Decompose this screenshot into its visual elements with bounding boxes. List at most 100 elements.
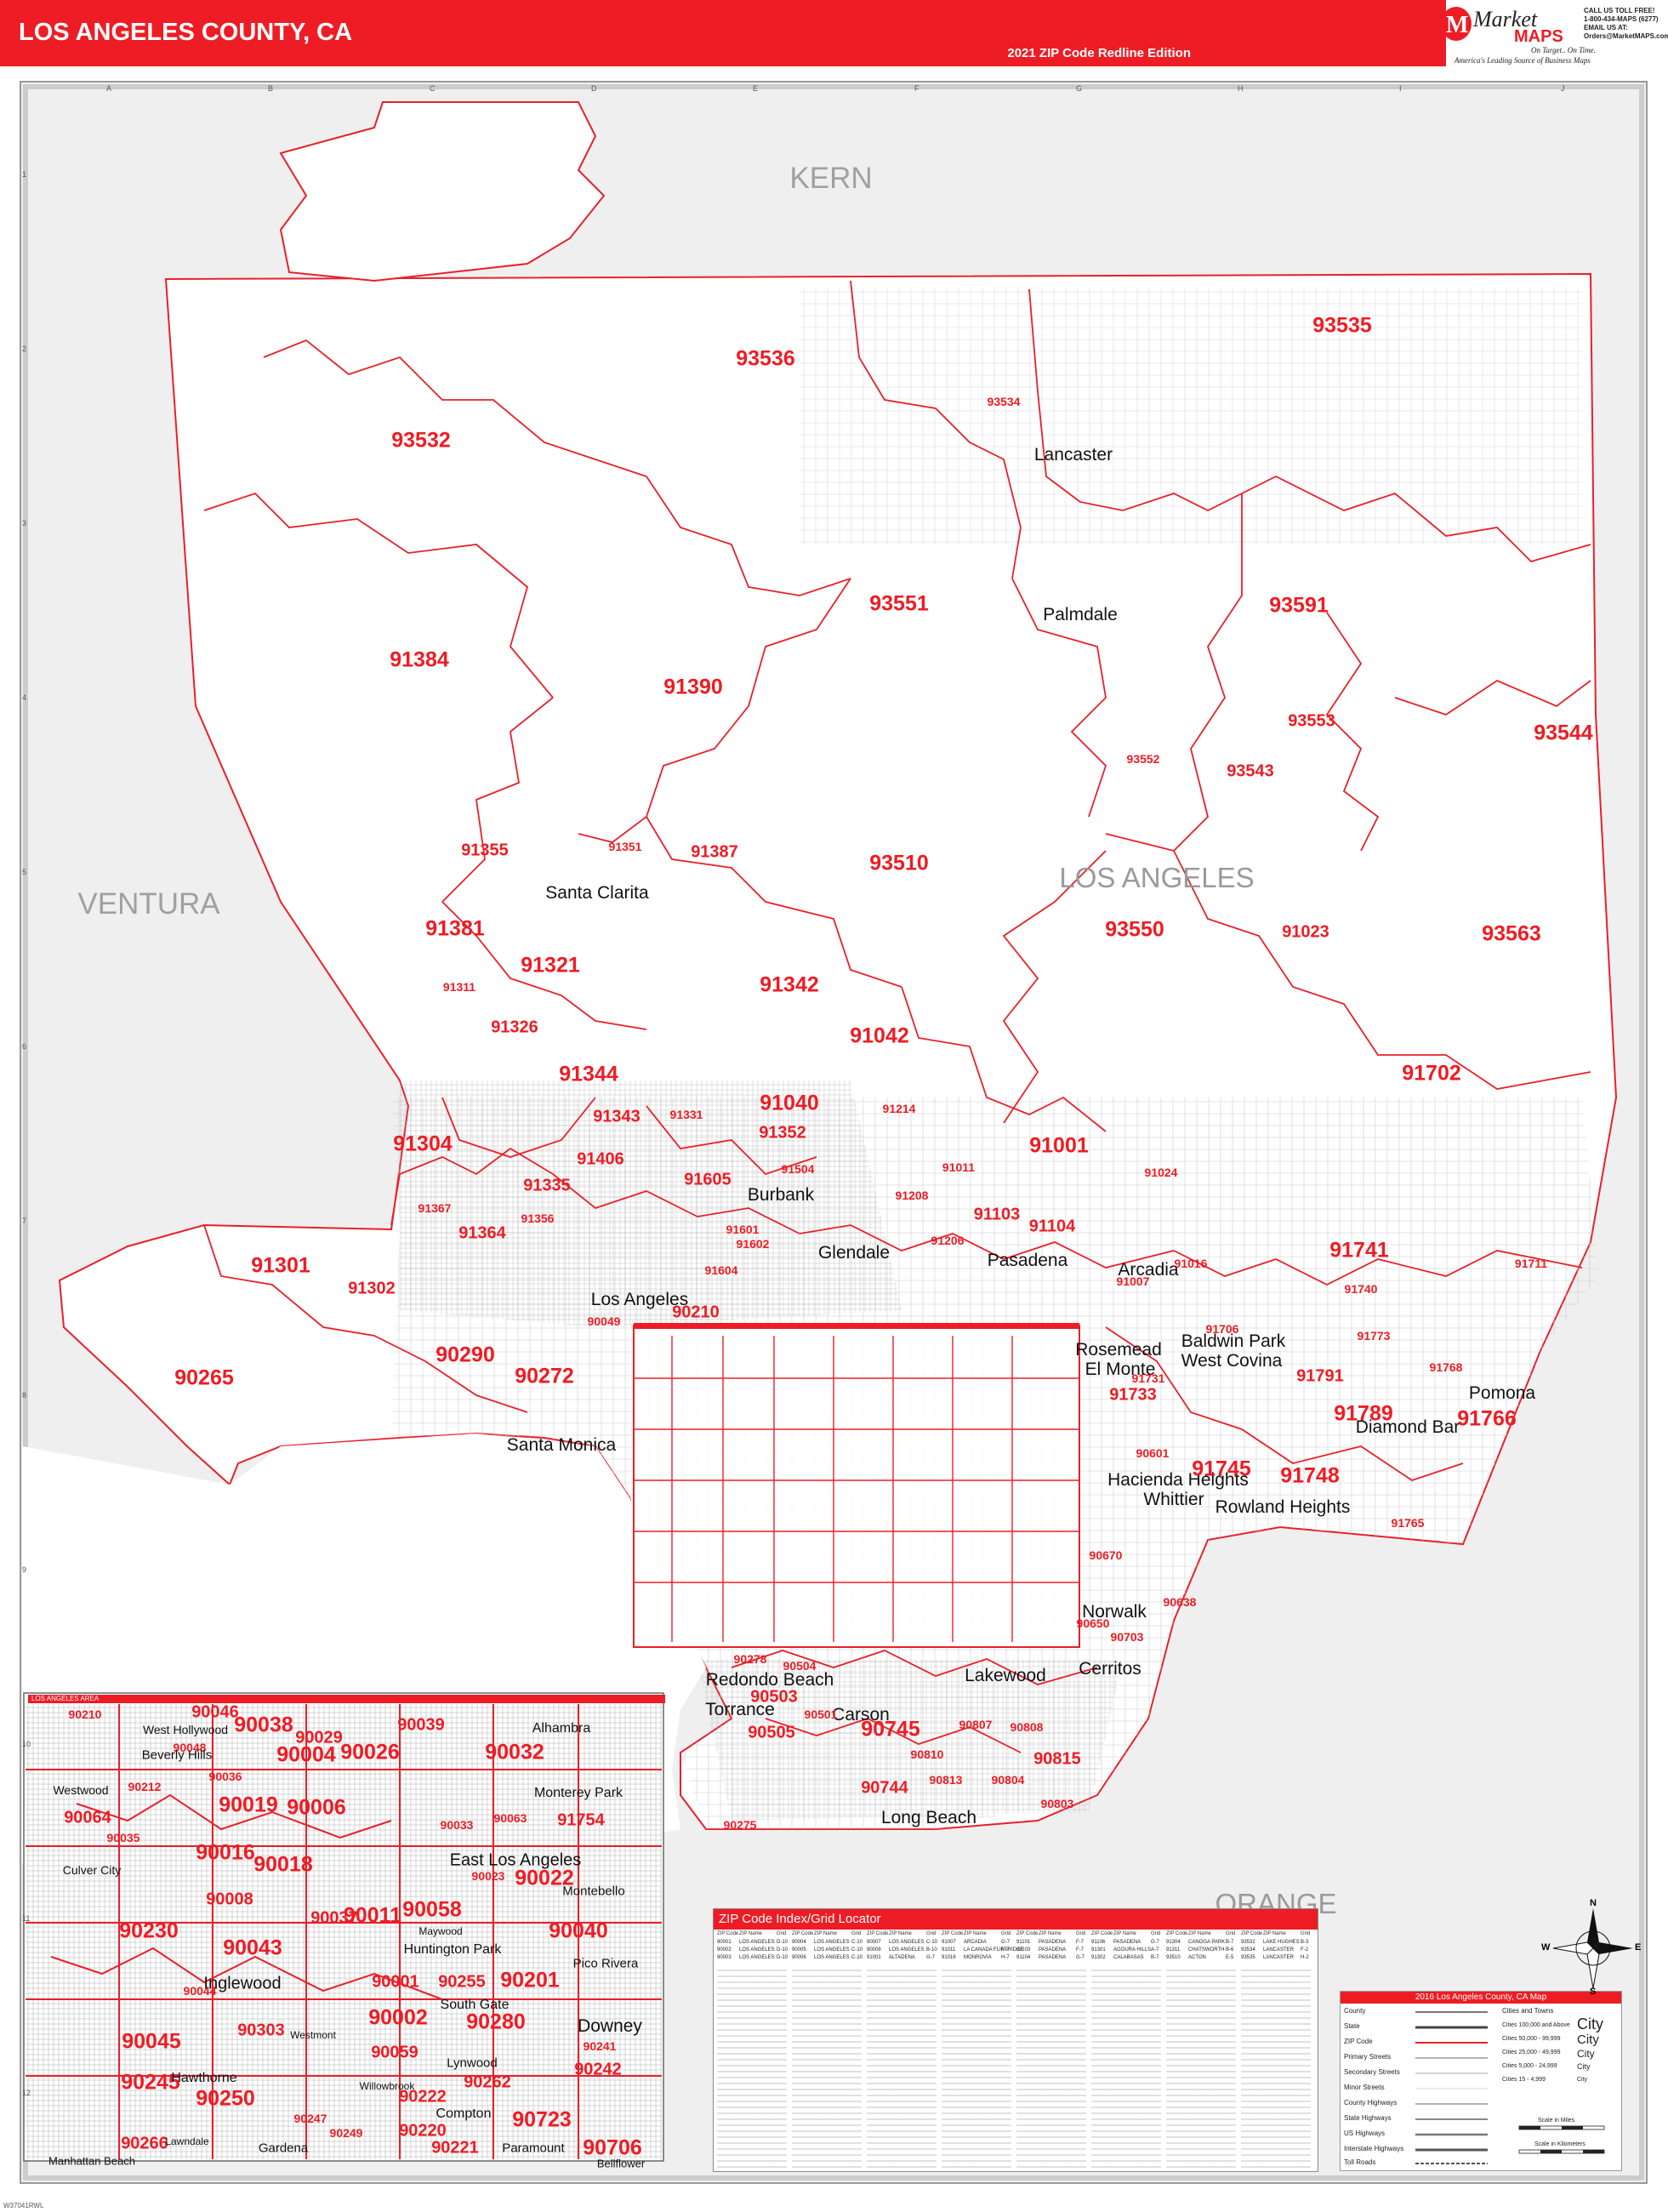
index-cell: C-10 [851, 1947, 863, 1953]
grid-column-label: C [430, 84, 436, 93]
zip-label: 91355 [461, 841, 509, 860]
inset-zip-label: 90032 [485, 1740, 544, 1764]
legend-item: Toll Roads [1344, 2158, 1376, 2166]
city-label: West Covina [1181, 1351, 1283, 1371]
zip-label: 91504 [781, 1162, 815, 1176]
inset-zip-label: 90255 [438, 1972, 486, 1992]
index-cell: 91304 [1166, 1940, 1181, 1945]
grid-row-label: 4 [22, 693, 27, 702]
logo-subtagline: America's Leading Source of Business Map… [1455, 56, 1591, 65]
zip-label: 93534 [987, 395, 1021, 408]
zip-label: 91601 [726, 1223, 760, 1236]
index-column-header: ZIP Name [1263, 1931, 1286, 1936]
city-label: Arcadia [1118, 1260, 1179, 1280]
index-column-header: ZIP Name [964, 1931, 987, 1936]
zip-label: 91016 [1174, 1257, 1208, 1270]
zip-label: 90745 [861, 1717, 920, 1742]
zip-label: 91733 [1109, 1385, 1157, 1405]
zip-label: 90703 [1110, 1630, 1144, 1644]
product-code: W37041RWL [3, 2202, 44, 2209]
index-cell: G-7 [926, 1955, 936, 1960]
zip-label: 90504 [783, 1659, 817, 1673]
legend-city-class: Cities 25,000 - 49,999 [1502, 2050, 1561, 2055]
legend-city-sample: City [1577, 2077, 1588, 2083]
city-label: Rowland Heights [1215, 1497, 1351, 1517]
inset-city-label: Lynwood [447, 2055, 498, 2071]
index-cell: E-5 [1226, 1955, 1234, 1960]
index-cell: B-6 [1226, 1947, 1234, 1953]
zip-label: 90813 [929, 1773, 963, 1787]
index-cell: G-7 [1076, 1955, 1085, 1960]
index-cell: D-10 [777, 1947, 788, 1953]
zip-label: 90670 [1089, 1548, 1123, 1562]
zip-label: 93563 [1482, 921, 1541, 946]
city-label: Rosemead [1075, 1340, 1162, 1360]
index-column-header: ZIP Code [1016, 1931, 1039, 1936]
grid-row-label: 3 [22, 519, 27, 527]
inset-zip-label: 90008 [206, 1890, 253, 1909]
zip-label: 91311 [442, 980, 476, 994]
grid-row-label: 5 [22, 868, 27, 876]
zip-label: 91343 [593, 1107, 640, 1126]
index-cell: 90006 [792, 1955, 806, 1960]
page-title: LOS ANGELES COUNTY, CA [19, 19, 353, 46]
inset-zip-label: 90245 [121, 2070, 180, 2095]
zip-label: 93532 [391, 428, 451, 453]
inset-zip-label: 90036 [208, 1770, 242, 1783]
index-cell: D-10 [777, 1955, 788, 1960]
index-cell: F-7 [1001, 1947, 1009, 1953]
inset-zip-label: 90004 [276, 1742, 336, 1767]
inset-zip-label: 90221 [431, 2138, 479, 2158]
index-cell: 93534 [1241, 1947, 1255, 1953]
city-label: Diamond Bar [1355, 1417, 1460, 1437]
zip-label: 91007 [1116, 1274, 1150, 1288]
zip-label: 91605 [684, 1170, 732, 1189]
contact-line: EMAIL US AT: [1584, 24, 1628, 31]
city-label: Santa Monica [506, 1435, 617, 1455]
legend-city-class: Cities 15 - 4,999 [1502, 2077, 1546, 2083]
grid-row-label: 11 [22, 1914, 31, 1923]
zip-label: 91342 [760, 972, 819, 997]
legend-title: 2016 Los Angeles County, CA Map [1341, 1992, 1621, 2004]
legend-scale-km: Scale in Kilometers [1534, 2141, 1585, 2147]
inset-city-label: Pico Rivera [572, 1956, 639, 1971]
grid-row-label: 6 [22, 1042, 27, 1051]
zip-label: 91367 [418, 1201, 452, 1215]
logo-tagline: On Target.. On Time. [1531, 46, 1596, 54]
zip-label: 91356 [521, 1211, 555, 1225]
zip-label: 91604 [704, 1263, 738, 1277]
zip-label: 91208 [895, 1189, 929, 1202]
index-cell: LOS ANGELES [814, 1940, 850, 1945]
legend-city-class: Cities 50,000 - 99,999 [1502, 2036, 1561, 2042]
inset-zip-label: 90001 [372, 1972, 419, 1992]
index-column-header: Grid [851, 1931, 862, 1936]
zip-index-table: ZIP Code ZIP Name Grid 90001 LOS ANGELES D-10… [714, 1930, 1318, 2171]
grid-row-label: 1 [22, 170, 27, 179]
zip-label: 93510 [869, 851, 929, 875]
city-label: Hacienda Heights [1107, 1470, 1249, 1490]
city-label: Cerritos [1079, 1659, 1141, 1679]
zip-label: 91789 [1334, 1401, 1393, 1426]
zip-label: 93553 [1288, 711, 1335, 731]
index-table-filler [792, 1965, 862, 2168]
county-label-ventura: VENTURA [77, 887, 220, 921]
grid-column-label: H [1238, 84, 1244, 93]
grid-ruler [23, 84, 1644, 2181]
index-cell: G-7 [1151, 1940, 1160, 1945]
inset-city-label: Westmont [290, 2029, 336, 2041]
index-column-header: ZIP Name [889, 1931, 912, 1936]
zip-label: 91731 [1131, 1371, 1165, 1385]
contact-info: CALL US TOLL FREE! 1-800-434-MAPS (6277)… [1584, 7, 1668, 41]
inset-zip-label: 90059 [371, 2043, 418, 2062]
inset-zip-label: 90002 [368, 2005, 428, 2030]
zip-label: 90808 [1010, 1720, 1044, 1734]
index-table-filler [867, 1965, 936, 2168]
index-cell: ACTON [1188, 1955, 1206, 1960]
index-column-header: ZIP Code [1241, 1931, 1263, 1936]
county-label-los-angeles: LOS ANGELES [1059, 862, 1255, 893]
header-bar: LOS ANGELES COUNTY, CA 2021 ZIP Code Red… [0, 0, 1446, 66]
inset-zip-label: 90039 [397, 1715, 445, 1735]
inset-zip-label: 90247 [293, 2112, 327, 2125]
index-cell: C-10 [851, 1940, 863, 1945]
